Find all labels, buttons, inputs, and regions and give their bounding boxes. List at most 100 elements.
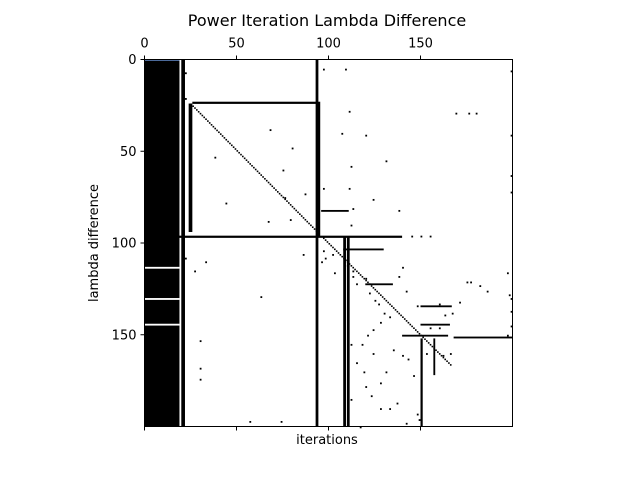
diagonal-point <box>372 287 375 289</box>
matrix-point <box>322 187 325 190</box>
matrix-point <box>429 235 432 238</box>
diagonal-point <box>271 185 274 188</box>
matrix-block <box>453 336 513 339</box>
matrix-point <box>321 261 323 264</box>
matrix-point <box>416 305 419 308</box>
matrix-point <box>380 382 382 385</box>
diagonal-point <box>334 248 336 251</box>
matrix-point <box>510 310 513 313</box>
diagonal-point <box>345 259 347 262</box>
diagonal-point <box>282 196 285 199</box>
matrix-point <box>455 112 458 115</box>
matrix-point <box>289 219 292 221</box>
diagonal-point <box>223 137 226 139</box>
matrix-point <box>350 224 353 227</box>
matrix-point <box>302 254 305 256</box>
diagonal-point <box>227 140 229 143</box>
matrix-point <box>225 202 228 205</box>
diagonal-point <box>218 131 220 134</box>
matrix-point <box>385 160 388 163</box>
matrix-accent <box>144 59 180 61</box>
matrix-point <box>356 283 358 286</box>
diagonal-point <box>433 347 435 350</box>
diagonal-point <box>299 213 301 215</box>
diagonal-point <box>332 246 334 249</box>
matrix-point <box>407 358 410 361</box>
diagonal-point <box>416 331 419 333</box>
matrix-point <box>350 343 353 346</box>
matrix-point <box>346 265 349 267</box>
diagonal-point <box>418 332 421 335</box>
matrix-point <box>510 191 513 194</box>
matrix-point <box>510 70 513 73</box>
diagonal-point <box>297 211 299 214</box>
diagonal-point <box>295 209 297 212</box>
diagonal-point <box>225 138 228 141</box>
diagonal-point <box>291 205 294 208</box>
y-tick-label: 50 <box>120 145 137 160</box>
matrix-point <box>370 395 373 398</box>
x-tick-label: 150 <box>408 37 433 52</box>
diagonal-point <box>435 349 437 352</box>
diagonal-point <box>324 239 327 241</box>
matrix-gap <box>144 323 180 326</box>
diagonal-point <box>440 354 443 357</box>
matrix-point <box>398 276 401 278</box>
diagonal-point <box>422 336 424 339</box>
matrix-point <box>510 325 513 328</box>
matrix-block <box>402 334 449 337</box>
diagonal-point <box>216 129 218 132</box>
diagonal-point <box>335 250 338 252</box>
matrix-point <box>374 299 377 302</box>
matrix-point <box>352 208 355 210</box>
diagonal-point <box>367 281 369 284</box>
diagonal-point <box>414 329 417 331</box>
diagonal-point <box>383 298 386 300</box>
diagonal-point <box>368 283 371 285</box>
matrix-point <box>365 277 368 280</box>
diagonal-point <box>420 334 423 337</box>
matrix-point <box>413 375 415 377</box>
matrix-point <box>348 187 351 190</box>
matrix-point <box>356 362 358 365</box>
diagonal-point <box>429 343 432 346</box>
matrix-point <box>205 261 208 264</box>
diagonal-point <box>424 338 426 341</box>
diagonal-point <box>359 274 362 276</box>
matrix-point <box>365 386 368 388</box>
diagonal-point <box>337 252 340 254</box>
matrix-point <box>468 112 471 115</box>
matrix-point <box>380 321 382 324</box>
diagonal-point <box>315 230 318 232</box>
diagonal-point <box>194 107 196 109</box>
matrix-point <box>284 197 287 199</box>
matrix-point <box>322 250 325 253</box>
x-axis-top: 0 50 100 150 <box>140 37 433 60</box>
matrix-point <box>411 235 414 238</box>
diagonal-point <box>306 220 309 223</box>
matrix-point <box>470 281 472 284</box>
diagonal-point <box>448 362 450 364</box>
diagonal-point <box>346 261 349 263</box>
matrix-point <box>372 353 375 355</box>
diagonal-point <box>240 153 242 156</box>
diagonal-point <box>411 325 413 328</box>
diagonal-point <box>201 114 204 117</box>
matrix-point <box>466 281 469 284</box>
matrix-point <box>214 156 217 159</box>
diagonal-point <box>348 263 351 265</box>
diagonal-point <box>398 312 401 315</box>
diagonal-point <box>232 146 235 148</box>
diagonal-point <box>276 191 279 193</box>
diagonal-point <box>245 159 248 161</box>
matrix-point <box>350 398 353 401</box>
matrix-point <box>352 270 355 273</box>
diagonal-point <box>221 135 224 137</box>
matrix-point <box>508 294 511 297</box>
x-tick-label: 50 <box>228 37 245 52</box>
matrix-block <box>346 237 350 427</box>
diagonal-point <box>229 142 231 145</box>
matrix-point <box>416 413 419 416</box>
diagonal-point <box>251 164 253 167</box>
matrix-point <box>372 329 375 332</box>
